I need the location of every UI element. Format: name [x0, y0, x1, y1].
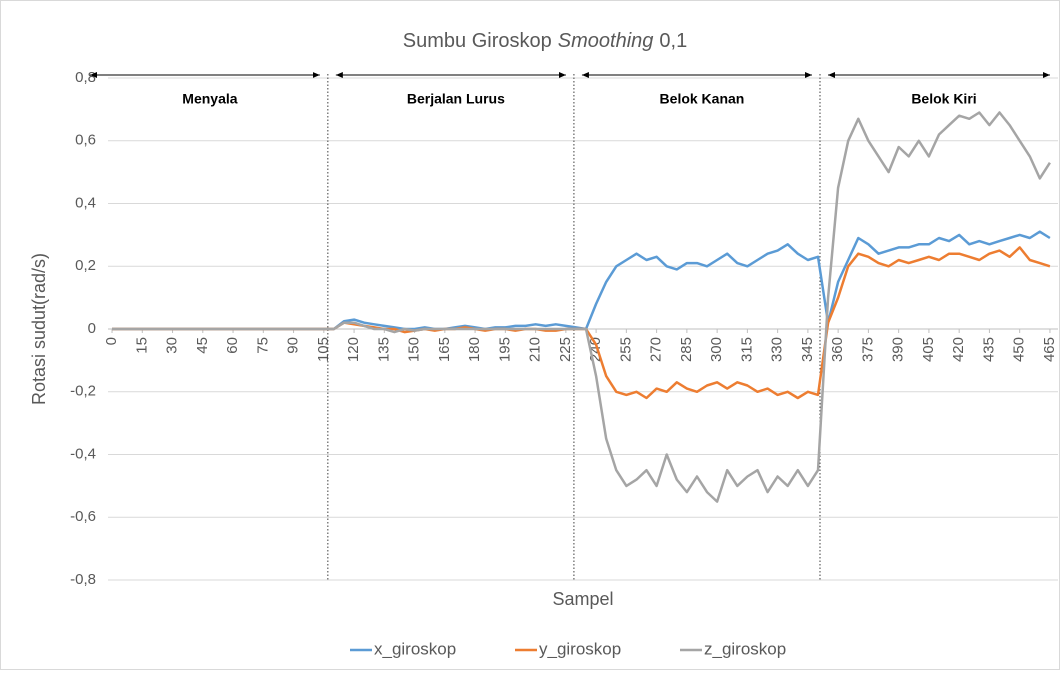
title-part: Smoothing — [558, 30, 654, 52]
x-tick-label: 390 — [890, 337, 907, 362]
y-tick-label: 0,6 — [75, 132, 96, 149]
x-tick-label: 435 — [980, 337, 997, 362]
title-part: Sumbu Giroskop — [403, 30, 552, 52]
x-tick-label: 300 — [708, 337, 725, 362]
legend-label: z_giroskop — [704, 639, 786, 658]
x-tick-label: 45 — [194, 337, 211, 354]
y-tick-label: -0,8 — [70, 571, 96, 588]
x-axis-label: Sampel — [552, 589, 613, 609]
y-tick-label: -0,2 — [70, 383, 96, 400]
legend-label: y_giroskop — [539, 639, 621, 658]
x-tick-label: 270 — [648, 337, 665, 362]
x-tick-label: 420 — [950, 337, 967, 362]
region-label: Menyala — [182, 91, 237, 107]
x-tick-label: 195 — [496, 337, 513, 362]
x-tick-label: 405 — [920, 337, 937, 362]
x-tick-label: 135 — [375, 337, 392, 362]
x-tick-label: 75 — [254, 337, 271, 354]
x-tick-label: 330 — [769, 337, 786, 362]
region-label: Belok Kanan — [660, 91, 745, 107]
x-tick-label: 90 — [285, 337, 302, 354]
x-tick-label: 285 — [678, 337, 695, 362]
x-tick-label: 225 — [557, 337, 574, 362]
y-tick-label: -0,6 — [70, 508, 96, 525]
x-tick-label: 210 — [527, 337, 544, 362]
legend-label: x_giroskop — [374, 639, 456, 658]
chart-title: Sumbu Giroskop Smoothing 0,1 — [403, 30, 687, 52]
x-tick-label: 150 — [406, 337, 423, 362]
y-tick-label: 0,4 — [75, 194, 96, 211]
y-tick-label: 0,8 — [75, 69, 96, 86]
region-label: Berjalan Lurus — [407, 91, 505, 107]
series-line — [112, 111, 1051, 503]
x-tick-label: 105 — [315, 337, 332, 362]
x-tick-label: 30 — [164, 337, 181, 354]
x-tick-label: 360 — [829, 337, 846, 362]
y-tick-label: 0,2 — [75, 257, 96, 274]
x-tick-label: 450 — [1011, 337, 1028, 362]
x-tick-label: 165 — [436, 337, 453, 362]
y-tick-label: -0,4 — [70, 445, 96, 462]
region-label: Belok Kiri — [911, 91, 976, 107]
x-tick-label: 375 — [859, 337, 876, 362]
x-tick-label: 465 — [1041, 337, 1058, 362]
x-tick-label: 120 — [345, 337, 362, 362]
x-tick-label: 15 — [133, 337, 150, 354]
x-tick-label: 345 — [799, 337, 816, 362]
x-tick-label: 60 — [224, 337, 241, 354]
x-tick-label: 315 — [738, 337, 755, 362]
y-axis-label: Rotasi sudut(rad/s) — [29, 253, 49, 405]
x-tick-label: 0 — [103, 337, 120, 345]
title-part: 0,1 — [659, 30, 687, 52]
y-tick-label: 0 — [88, 320, 96, 337]
x-tick-label: 255 — [617, 337, 634, 362]
x-tick-label: 180 — [466, 337, 483, 362]
